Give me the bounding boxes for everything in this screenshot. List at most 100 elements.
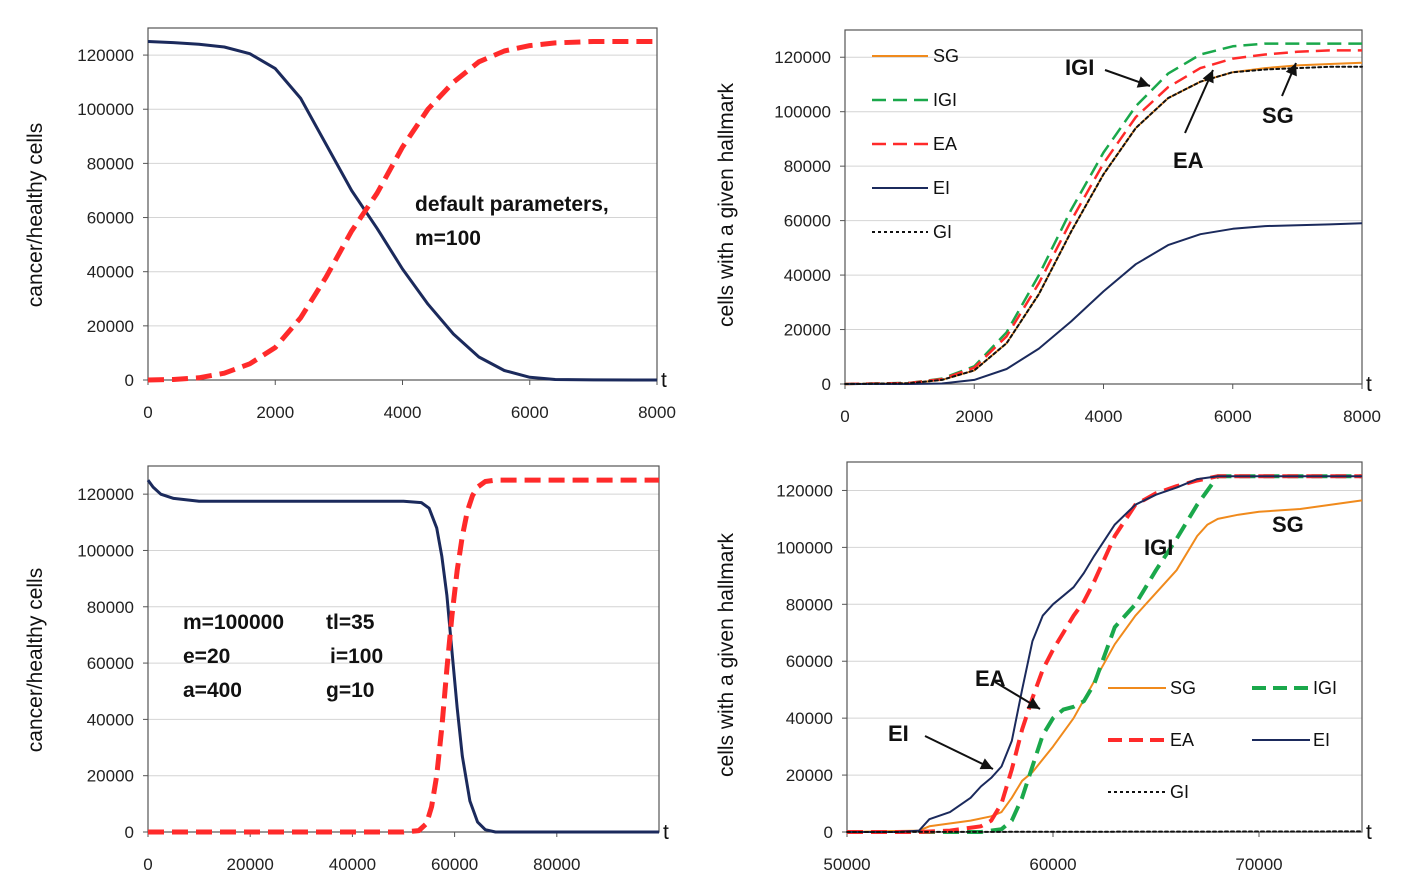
- y-tick-label: 40000: [786, 709, 833, 728]
- legend-label-ea: EA: [933, 134, 957, 154]
- y-tick-label: 100000: [774, 103, 831, 122]
- y-axis-label: cancer/healthy cells: [24, 123, 47, 307]
- x-tick-label: 0: [143, 855, 152, 874]
- y-tick-label: 40000: [784, 266, 831, 285]
- y-axis-label: cells with a given hallmark: [715, 83, 738, 327]
- x-tick-label: 0: [143, 403, 152, 422]
- legend-label-ei: EI: [933, 178, 950, 198]
- annotation: e=20: [183, 645, 230, 668]
- x-tick-label: 6000: [511, 403, 549, 422]
- annotation: m=100: [415, 227, 481, 250]
- y-tick-label: 20000: [786, 766, 833, 785]
- y-tick-label: 80000: [87, 154, 134, 173]
- panel-top-left: 0 20000 40000 60000 80000 100000 120000 0 2000 40…: [24, 27, 676, 422]
- legend-label-sg: SG: [1170, 678, 1196, 698]
- series-line-ea: [844, 49, 1362, 386]
- y-tick-label: 20000: [87, 317, 134, 336]
- series-line-igi: [844, 42, 1362, 386]
- y-tick-label: 20000: [784, 321, 831, 340]
- series-line-igi: [847, 474, 1362, 834]
- annotation: IGI: [1144, 535, 1173, 560]
- annotation: SG: [1272, 512, 1304, 537]
- y-tick-label: 80000: [786, 595, 833, 614]
- arrow-head: [1026, 697, 1040, 709]
- x-tick-label: 50000: [823, 855, 870, 874]
- y-tick-label: 40000: [87, 263, 134, 282]
- y-tick-label: 120000: [776, 481, 833, 500]
- y-tick-label: 100000: [77, 541, 134, 560]
- x-tick-label: 20000: [227, 855, 274, 874]
- plot-area: [844, 29, 1363, 385]
- y-tick-label: 60000: [87, 654, 134, 673]
- x-tick-label: 0: [840, 407, 849, 426]
- x-tick-label: 6000: [1214, 407, 1252, 426]
- arrow-head: [1285, 63, 1297, 77]
- x-axis-label: t: [1366, 373, 1372, 396]
- x-tick-label: 40000: [329, 855, 376, 874]
- annotation: SG: [1262, 103, 1294, 128]
- series-line-gi: [846, 830, 1363, 833]
- arrow-head: [979, 758, 993, 770]
- x-tick-label: 2000: [955, 407, 993, 426]
- y-axis-label: cells with a given hallmark: [715, 533, 738, 777]
- annotation: i=100: [330, 645, 383, 668]
- annotation-arrow: [924, 735, 994, 770]
- arrow-head: [1202, 70, 1214, 84]
- legend-label-igi: IGI: [933, 90, 957, 110]
- series-line-ei: [847, 475, 1362, 833]
- series-line-sg: [846, 499, 1363, 833]
- legend-label-ea: EA: [1170, 730, 1194, 750]
- series-line-gi: [844, 65, 1363, 385]
- x-tick-label: 4000: [1085, 407, 1123, 426]
- x-tick-label: 4000: [384, 403, 422, 422]
- annotation: IGI: [1065, 55, 1094, 80]
- series-line-curve-0: [146, 479, 659, 834]
- legend-label-igi: IGI: [1313, 678, 1337, 698]
- y-tick-label: 120000: [77, 46, 134, 65]
- annotation: EA: [1173, 148, 1204, 173]
- annotation: EI: [888, 721, 909, 746]
- annotation: tl=35: [326, 611, 375, 634]
- x-axis-label: t: [661, 369, 667, 392]
- y-tick-label: 0: [824, 823, 833, 842]
- x-axis-label: t: [1366, 821, 1372, 844]
- legend-label-sg: SG: [933, 46, 959, 66]
- y-tick-label: 0: [822, 375, 831, 394]
- y-tick-label: 100000: [77, 100, 134, 119]
- x-tick-label: 8000: [1343, 407, 1381, 426]
- y-tick-label: 0: [125, 823, 134, 842]
- y-tick-label: 80000: [784, 157, 831, 176]
- x-tick-label: 2000: [256, 403, 294, 422]
- annotation: default parameters,: [415, 193, 609, 216]
- y-tick-label: 20000: [87, 767, 134, 786]
- series-line-curve-1: [147, 39, 657, 383]
- y-tick-label: 60000: [786, 652, 833, 671]
- series-line-curve-1: [148, 477, 659, 835]
- annotation: m=100000: [183, 611, 284, 634]
- annotation: EA: [975, 666, 1006, 691]
- y-tick-label: 0: [125, 371, 134, 390]
- series-line-curve-0: [147, 40, 658, 382]
- legend-label-ei: EI: [1313, 730, 1330, 750]
- x-tick-label: 60000: [431, 855, 478, 874]
- legend-label-gi: GI: [1170, 782, 1189, 802]
- panel-bottom-left: 0 20000 40000 60000 80000 100000 120000 0 20000 4…: [24, 465, 669, 874]
- y-axis-label: cancer/healthy cells: [24, 568, 47, 752]
- y-tick-label: 40000: [87, 710, 134, 729]
- y-tick-label: 80000: [87, 598, 134, 617]
- series-line-ea: [847, 474, 1362, 834]
- legend-label-gi: GI: [933, 222, 952, 242]
- series-line-ei: [845, 222, 1363, 385]
- y-tick-label: 120000: [774, 48, 831, 67]
- x-tick-label: 70000: [1235, 855, 1282, 874]
- y-tick-label: 120000: [77, 485, 134, 504]
- x-tick-label: 60000: [1029, 855, 1076, 874]
- annotation: a=400: [183, 679, 242, 702]
- x-tick-label: 8000: [638, 403, 676, 422]
- y-tick-label: 100000: [776, 538, 833, 557]
- y-tick-label: 60000: [87, 209, 134, 228]
- arrow-head: [1136, 76, 1150, 88]
- x-tick-label: 80000: [533, 855, 580, 874]
- panel-bottom-right: 0 20000 40000 60000 80000 100000 120000 50000 60…: [715, 461, 1372, 874]
